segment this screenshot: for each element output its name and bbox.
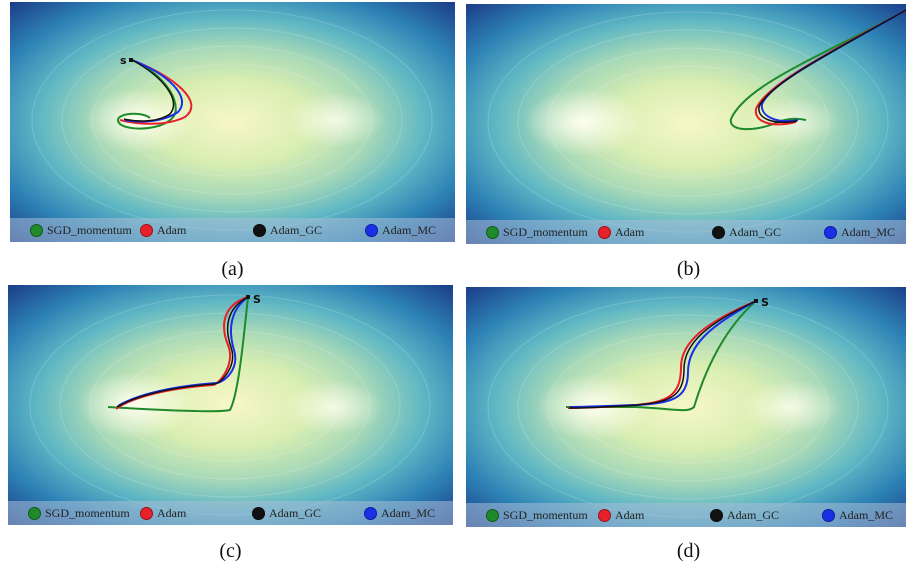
sgd-momentum-swatch xyxy=(486,508,499,522)
sgd-momentum-swatch xyxy=(30,223,43,237)
start-label: S xyxy=(761,296,769,309)
legend-label: SGD_momentum xyxy=(45,506,130,520)
legend-item-sgd-momentum: SGD_momentum xyxy=(486,503,588,527)
legend-item-adam-gc: Adam_GC xyxy=(710,503,779,527)
contour-plot-c: S xyxy=(8,285,453,525)
legend-item-adam-mc: Adam_MC xyxy=(364,501,435,525)
legend-label: SGD_momentum xyxy=(503,225,588,239)
legend-a: SGD_momentum Adam Adam_GC Adam_MC xyxy=(10,218,455,242)
legend-label: Adam xyxy=(615,508,645,522)
contour-plot-d: S xyxy=(466,287,906,527)
path-sgd-momentum xyxy=(117,59,177,130)
legend-label: Adam_MC xyxy=(382,223,436,237)
start-label: s xyxy=(120,54,127,67)
legend-item-adam: Adam xyxy=(140,501,186,525)
path-adam-gc xyxy=(116,296,249,408)
sgd-momentum-swatch xyxy=(28,506,41,520)
panel-a: s SGD_momentum Adam Adam_GC Adam_MC xyxy=(10,2,455,242)
adam-mc-swatch xyxy=(364,506,377,520)
adam-mc-swatch xyxy=(822,508,835,522)
adam-swatch xyxy=(140,223,153,237)
adam-gc-swatch xyxy=(252,506,265,520)
caption-d: (d) xyxy=(676,540,701,562)
legend-item-adam-gc: Adam_GC xyxy=(712,220,781,244)
legend-item-sgd-momentum: SGD_momentum xyxy=(30,218,132,242)
path-adam-mc xyxy=(569,300,757,408)
legend-item-sgd-momentum: SGD_momentum xyxy=(28,501,130,525)
contour-plot-b xyxy=(466,4,906,244)
legend-label: Adam_GC xyxy=(727,508,779,522)
legend-item-adam-mc: Adam_MC xyxy=(365,218,436,242)
start-label: S xyxy=(253,293,261,306)
caption-c: (c) xyxy=(219,540,242,562)
legend-item-adam-mc: Adam_MC xyxy=(824,220,895,244)
contour-plot-a: s xyxy=(10,2,455,242)
legend-item-adam-gc: Adam_GC xyxy=(253,218,322,242)
adam-gc-swatch xyxy=(710,508,723,522)
legend-c: SGD_momentum Adam Adam_GC Adam_MC xyxy=(8,501,453,525)
legend-item-adam-gc: Adam_GC xyxy=(252,501,321,525)
legend-label: Adam_GC xyxy=(269,506,321,520)
legend-b: SGD_momentum Adam Adam_GC Adam_MC xyxy=(466,220,906,244)
caption-a: (a) xyxy=(221,258,244,280)
legend-label: Adam xyxy=(157,506,187,520)
path-adam xyxy=(119,59,193,125)
path-adam-gc xyxy=(758,9,906,123)
legend-item-adam-mc: Adam_MC xyxy=(822,503,893,527)
legend-label: Adam_GC xyxy=(729,225,781,239)
legend-label: Adam_MC xyxy=(381,506,435,520)
sgd-momentum-swatch xyxy=(486,225,499,239)
adam-mc-swatch xyxy=(365,223,378,237)
adam-gc-swatch xyxy=(712,225,725,239)
legend-label: Adam xyxy=(157,223,187,237)
adam-mc-swatch xyxy=(824,225,837,239)
adam-swatch xyxy=(598,225,611,239)
panel-b: SGD_momentum Adam Adam_GC Adam_MC xyxy=(466,4,906,244)
adam-gc-swatch xyxy=(253,223,266,237)
caption-b: (b) xyxy=(676,258,701,280)
path-adam-gc xyxy=(568,300,757,409)
adam-swatch xyxy=(598,508,611,522)
legend-item-adam: Adam xyxy=(598,503,644,527)
legend-label: Adam_GC xyxy=(270,223,322,237)
path-sgd-momentum xyxy=(107,296,249,413)
panel-d: S SGD_momentum Adam Adam_GC Adam_MC xyxy=(466,287,906,527)
legend-label: Adam_MC xyxy=(839,508,893,522)
legend-label: Adam xyxy=(615,225,645,239)
legend-item-adam: Adam xyxy=(598,220,644,244)
path-sgd-momentum xyxy=(729,9,906,131)
legend-label: Adam_MC xyxy=(841,225,895,239)
path-adam-gc xyxy=(123,59,175,122)
legend-item-sgd-momentum: SGD_momentum xyxy=(486,220,588,244)
panel-c: S SGD_momentum Adam Adam_GC Adam_MC xyxy=(8,285,453,525)
legend-d: SGD_momentum Adam Adam_GC Adam_MC xyxy=(466,503,906,527)
legend-item-adam: Adam xyxy=(140,218,186,242)
legend-label: SGD_momentum xyxy=(503,508,588,522)
legend-label: SGD_momentum xyxy=(47,223,132,237)
adam-swatch xyxy=(140,506,153,520)
